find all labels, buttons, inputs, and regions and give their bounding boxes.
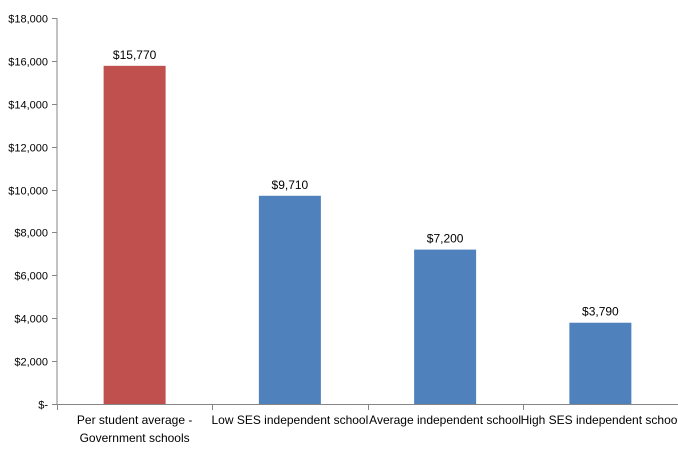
- bar-value-label: $3,790: [582, 305, 619, 319]
- bars: [103, 65, 632, 405]
- y-tick-label: $-: [38, 400, 48, 412]
- x-axis: Per student average - Government schools L…: [57, 404, 678, 445]
- bar: [103, 65, 166, 405]
- bar-value-label: $7,200: [427, 232, 464, 246]
- bar: [569, 322, 632, 404]
- x-tick-label-line: High SES independent school: [521, 413, 678, 427]
- x-tick-label-line: Government schools: [80, 431, 190, 445]
- y-tick-label: $14,000: [8, 100, 48, 112]
- y-tick-label: $2,000: [14, 357, 48, 369]
- value-labels: $15,770 $9,710 $7,200 $3,790: [113, 48, 619, 319]
- y-tick-label: $12,000: [8, 143, 48, 155]
- y-tick-label: $8,000: [14, 228, 48, 240]
- x-tick-label: Per student average - Government schools: [77, 413, 192, 445]
- y-tick-label: $4,000: [14, 314, 48, 326]
- bar-value-label: $9,710: [272, 178, 309, 192]
- bar-value-label: $15,770: [113, 48, 157, 62]
- x-tick-label-line: Average independent school: [369, 413, 521, 427]
- y-tick-label: $16,000: [8, 57, 48, 69]
- y-tick-label: $10,000: [8, 186, 48, 198]
- y-axis: $- $2,000 $4,000 $6,000 $8,000 $10,000 $12,000…: [8, 14, 58, 412]
- x-tick-label: High SES independent school: [521, 413, 678, 427]
- bar: [258, 195, 321, 404]
- x-tick-label-line: Low SES independent school: [211, 413, 368, 427]
- bar: [414, 249, 477, 404]
- x-tick-label-line: Per student average -: [77, 413, 192, 427]
- y-tick-label: $18,000: [8, 14, 48, 26]
- y-tick-label: $6,000: [14, 271, 48, 283]
- x-tick-label: Average independent school: [369, 413, 521, 427]
- x-tick-label: Low SES independent school: [211, 413, 368, 427]
